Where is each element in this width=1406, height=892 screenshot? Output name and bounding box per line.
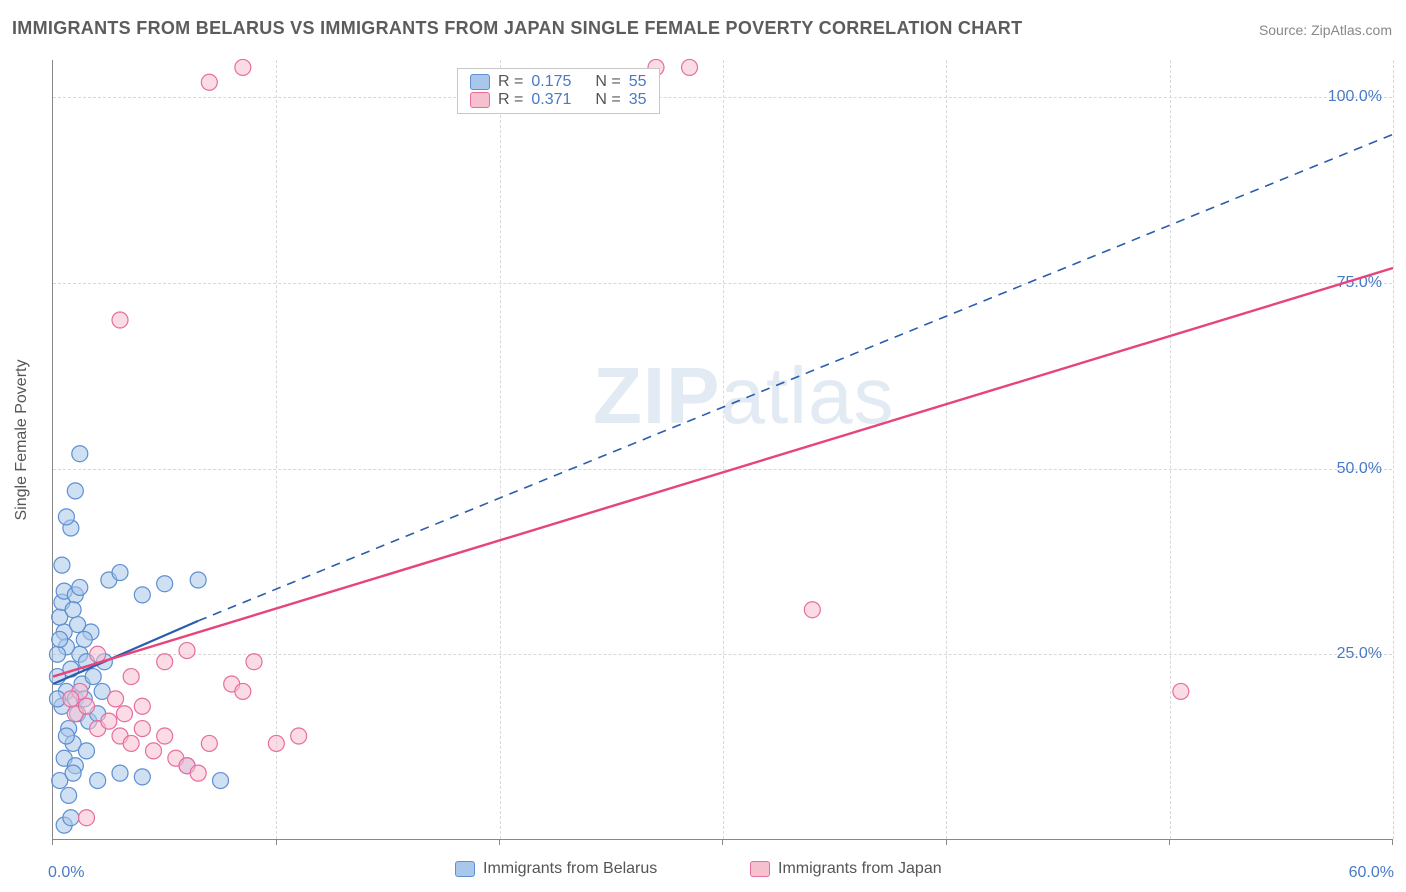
belarus-trend-dashed — [198, 134, 1393, 621]
belarus-point — [112, 765, 128, 781]
series-legend-label: Immigrants from Belarus — [483, 860, 657, 878]
belarus-point — [52, 631, 68, 647]
japan-point — [157, 728, 173, 744]
belarus-point — [76, 631, 92, 647]
japan-point — [146, 743, 162, 759]
japan-point — [682, 59, 698, 75]
belarus-point — [49, 646, 65, 662]
belarus-point — [58, 509, 74, 525]
japan-point — [201, 735, 217, 751]
japan-point — [246, 654, 262, 670]
belarus-point — [72, 579, 88, 595]
legend-r-value: 0.371 — [531, 91, 571, 109]
chart-title: IMMIGRANTS FROM BELARUS VS IMMIGRANTS FR… — [12, 18, 1022, 39]
japan-point — [157, 654, 173, 670]
legend-swatch — [750, 861, 770, 877]
belarus-point — [79, 743, 95, 759]
correlation-legend: R = 0.175 N = 55 R = 0.371 N = 35 — [457, 68, 660, 114]
source-attribution: Source: ZipAtlas.com — [1259, 22, 1392, 38]
legend-n-value: 55 — [629, 73, 647, 91]
legend-r-label: R = — [498, 91, 523, 109]
japan-point — [268, 735, 284, 751]
belarus-point — [61, 787, 77, 803]
japan-point — [291, 728, 307, 744]
japan-point — [190, 765, 206, 781]
series-legend-label: Immigrants from Japan — [778, 860, 942, 878]
belarus-point — [70, 617, 86, 633]
belarus-point — [213, 773, 229, 789]
japan-point — [112, 312, 128, 328]
legend-n-label: N = — [595, 73, 620, 91]
japan-point — [235, 683, 251, 699]
legend-r-value: 0.175 — [531, 73, 571, 91]
japan-point — [108, 691, 124, 707]
japan-point — [235, 59, 251, 75]
japan-point — [63, 691, 79, 707]
belarus-point — [134, 769, 150, 785]
belarus-point — [72, 446, 88, 462]
japan-point — [1173, 683, 1189, 699]
plot-area: ZIPatlas 25.0%50.0%75.0%100.0% — [52, 60, 1392, 840]
x-tick-0: 0.0% — [48, 864, 84, 882]
chart-svg — [53, 60, 1393, 840]
japan-point — [134, 721, 150, 737]
belarus-point — [190, 572, 206, 588]
legend-row: R = 0.371 N = 35 — [470, 91, 647, 109]
legend-row: R = 0.175 N = 55 — [470, 73, 647, 91]
belarus-point — [134, 587, 150, 603]
series-legend-item: Immigrants from Belarus — [455, 860, 657, 878]
belarus-point — [67, 483, 83, 499]
japan-point — [179, 643, 195, 659]
japan-point — [79, 810, 95, 826]
series-legend-item: Immigrants from Japan — [750, 860, 942, 878]
belarus-point — [90, 773, 106, 789]
belarus-point — [65, 765, 81, 781]
legend-n-value: 35 — [629, 91, 647, 109]
legend-swatch — [470, 92, 490, 108]
japan-point — [101, 713, 117, 729]
belarus-point — [157, 576, 173, 592]
legend-n-label: N = — [595, 91, 620, 109]
belarus-point — [65, 602, 81, 618]
legend-swatch — [470, 74, 490, 90]
y-axis-label: Single Female Poverty — [13, 360, 31, 521]
japan-point — [116, 706, 132, 722]
belarus-point — [112, 565, 128, 581]
gridline-v — [1393, 60, 1394, 839]
japan-point — [90, 646, 106, 662]
legend-swatch — [455, 861, 475, 877]
belarus-point — [63, 810, 79, 826]
belarus-point — [58, 728, 74, 744]
japan-point — [123, 669, 139, 685]
legend-r-label: R = — [498, 73, 523, 91]
x-tick-60: 60.0% — [1349, 864, 1394, 882]
japan-point — [201, 74, 217, 90]
japan-point — [804, 602, 820, 618]
belarus-point — [54, 557, 70, 573]
belarus-point — [85, 669, 101, 685]
japan-trend — [53, 268, 1393, 677]
japan-point — [134, 698, 150, 714]
japan-point — [123, 735, 139, 751]
japan-point — [79, 698, 95, 714]
